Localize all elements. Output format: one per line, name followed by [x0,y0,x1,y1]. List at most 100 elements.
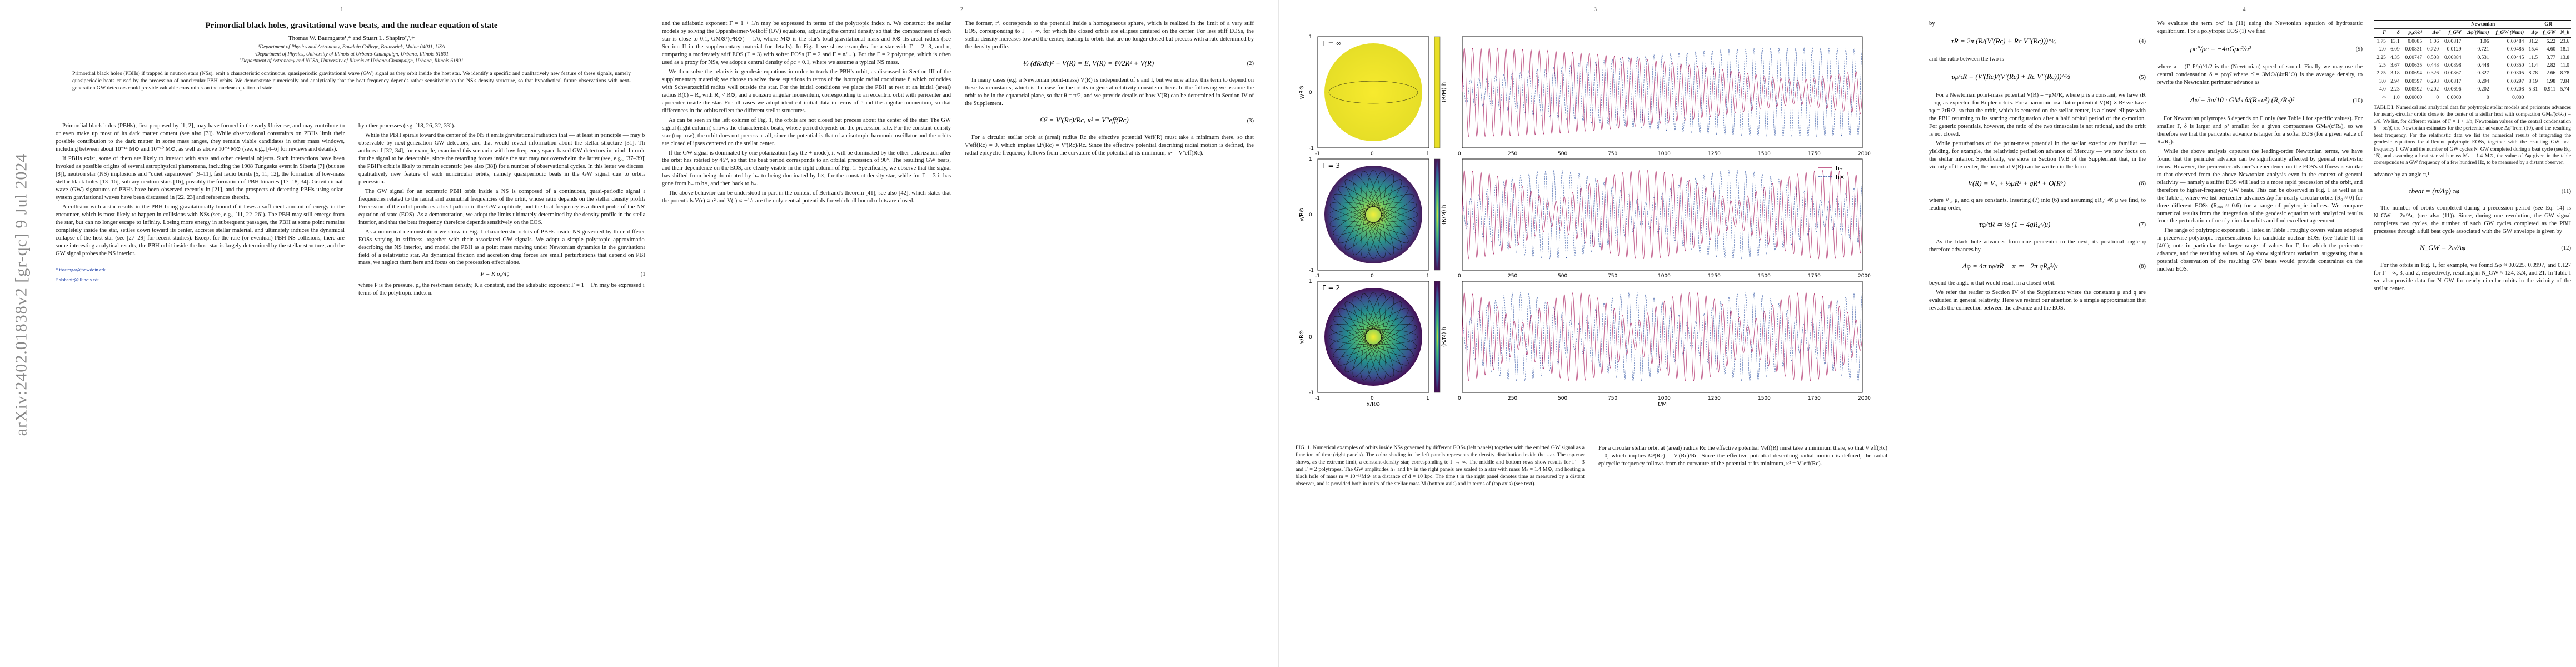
svg-text:τφ/τR = (V′(Rc)/(V′(Rc) + Rc V: τφ/τR = (V′(Rc)/(V′(Rc) + Rc V″(Rc)))^½ [1951,72,2070,81]
table-cell: 1.0 [2387,93,2401,103]
equation-10-body: Δφ̃ = 3π/10 · GMₛ δ/(Rₛ a²) (R₀/Rₛ)² [2157,90,2346,112]
p4-c2-para-5: The range of polytropic exponents Γ list… [2157,227,2363,273]
page3-lower-right: For a circular stellar orbit at (areal) … [1598,445,1887,470]
p4-text-ratio: and the ratio between the two is [1929,56,2004,63]
x-tick-label: 750 [1608,273,1617,279]
svg-text:τφ/τR ≃ ½ (1 − 4qR₀²/μ): τφ/τR ≃ ½ (1 − 4qR₀²/μ) [1979,220,2050,228]
equation-6: V(R) = V₀ + ½μR² + qR⁴ + O(R⁶) (6) [1929,175,2146,194]
intro-para-2: If PBHs exist, some of them are likely t… [56,155,345,201]
svg-text:Δφ̃ = 3π/10 · GMₛ δ/(Rₛ a²) (R: Δφ̃ = 3π/10 · GMₛ δ/(Rₛ a²) (R₀/Rₛ)² [2190,96,2295,104]
x-tick-label: 1750 [1808,396,1821,401]
footnote-email-2[interactable]: † slshapir@illinois.edu [56,276,100,282]
table-col-header: Δφ̃ [2424,28,2441,38]
table-cell: 1.06 [2429,38,2439,44]
table-col-header: N_b [2557,28,2571,38]
x-tick-label: 0 [1371,396,1374,401]
abstract: Primordial black holes (PBHs) if trapped… [72,71,631,91]
page-1: 1 Primordial black holes, gravitational … [39,0,647,667]
orbit-path [1333,316,1414,358]
table-cell: 6.09 [2390,47,2400,53]
right-para-4: As a numerical demonstration we show in … [358,228,647,266]
equation-8-body: Δφ = 4π τφ/τR − π ≃ −2π qR₀²/μ [1929,257,2129,277]
page4-col-1: by τR = 2π (R/(V′(Rc) + Rc V″(Rc)))^½ (4… [1929,20,2146,314]
table-cell: 0.0129 [2447,47,2462,53]
table-cell: 0.00898 [2444,63,2462,69]
x-tick-label: -1 [1315,151,1320,157]
table-body: 1.75 13.1 0.0085 1.06 0.00817 1.06 0.00484 31.2… [2374,37,2571,103]
table-cell: 0.721 [2477,47,2489,53]
table-cell: 0.00696 [2444,87,2462,93]
table-col-header: p₀c²/c² [2401,28,2424,38]
orbit-path [1329,324,1417,350]
legend-label-h-cross: h× [1836,173,1845,181]
table-cell: 4.60 [2546,47,2556,53]
equation-4: τR = 2π (R/(V′(Rc) + Rc V″(Rc)))^½ (4) [1929,31,2146,53]
table-cell: 0.00592 [2405,87,2423,93]
orbit-path [1338,186,1409,243]
table-cell: 11.5 [2529,54,2538,61]
p3-lower-left-text: FIG. 1. Numerical examples of orbits ins… [1296,445,1585,487]
table-cell: 3.18 [2390,71,2400,77]
equation-3-number: (3) [1247,117,1254,124]
orbit-path [1365,170,1382,260]
equation-9-graphic: ρc″/ρc = −4πGρc²/a² [2190,44,2252,53]
x-tick-label: 0 [1458,151,1461,157]
table-cell: 0.000 [2490,93,2526,103]
table-cell: 0.293 [2426,78,2439,84]
table-cell: 0.00305 [2507,71,2524,77]
affiliation-3: ³Department of Astronomy and NCSA, Unive… [240,58,464,64]
footnote-email-1[interactable]: * tbaumgar@bowdoin.edu [56,267,107,273]
svg-text:½ (dR/dτ)² + V(R) = E, V(R) =: ½ (dR/dτ)² + V(R) = E, V(R) = ℓ²/2R² + V… [1023,59,1154,67]
x-tick-label: 1750 [1808,151,1821,157]
panel-label: Γ = 3 [1322,162,1340,170]
equation-11-number: (11) [2561,188,2571,195]
table-cell: 0.00445 [2507,54,2524,61]
equation-9-number: (9) [2355,46,2363,53]
orbit-path [1361,171,1386,258]
table-cell [2557,93,2571,103]
table-cell: 2.5 [2379,63,2386,69]
page-number: 4 [2243,7,2246,13]
table-row: 2.5 3.67 0.00635 0.448 0.00898 0.448 0.00350 11… [2374,62,2571,69]
orbit-panel-1: Γ = 3 -1-1 0 0 1 1 y/R⊙ [1299,157,1441,279]
orbit-path [1328,328,1418,345]
p4-para-3: where V₀, μ, and q are constants. Insert… [1929,197,2146,212]
x-tick-label: 1 [1426,396,1429,401]
p2-para-3: As can be seen in the left column of Fig… [662,117,951,147]
table-col-header: f_GW [2440,28,2463,38]
orbit-path [1365,292,1382,382]
table-cell: 2.66 [2546,71,2556,77]
table-cell [2539,93,2558,103]
p2-para-2: We then solve the relativistic geodesic … [662,68,951,114]
table-cell: 0.294 [2477,78,2489,84]
table-cell: 31.2 [2528,38,2538,44]
orbit-path [1352,174,1394,255]
x-tick-label: 1500 [1758,396,1771,401]
page-number: 1 [340,7,343,13]
star-density-disk [1324,43,1422,141]
svg-text:τR = 2π (R/(V′(Rc) + Rc V″(Rc): τR = 2π (R/(V′(Rc) + Rc V″(Rc)))^½ [1951,37,2057,45]
table-cell: 3.77 [2546,54,2556,61]
table-cell: 1.98 [2546,78,2556,84]
gw-panel-1: h₊h× 0 250 500 750 1000 1250 1500 1750 2000 (R/M) … [1441,158,1871,279]
table-cell: 0.00635 [2405,63,2423,69]
table-cell: 0.00484 [2507,38,2524,44]
series-h-plus [1462,169,1863,260]
star-density-disk [1324,288,1422,386]
table-row: 1.75 13.1 0.0085 1.06 0.00817 1.06 0.00484 31.2… [2374,37,2571,46]
x-tick-label: 250 [1508,396,1517,401]
equation-11: τbeat = (π/Δφ) τφ (11) [2374,182,2572,202]
figure-right-panels: 0 250 500 750 1000 1250 1500 1750 2000(R/M) hh₊h… [1441,36,1871,407]
page-2: 2 and the adiabatic exponent Γ = 1 + 1/n… [645,0,1278,667]
table-col-header: δ [2387,28,2401,38]
table-cell: 0.00817 [2444,78,2462,84]
legend-label-h-plus: h₊ [1836,165,1843,172]
y-axis-label-left: y/R⊙ [1299,330,1305,344]
y-tick-label: -1 [1309,390,1314,396]
panel-label: Γ = ∞ [1322,39,1341,47]
orbit-path [1352,174,1394,255]
x-tick-label: 1750 [1808,273,1821,279]
table-group-newtonian: Newtonian [2440,20,2526,29]
table-col-header: Δφ [2525,28,2540,38]
